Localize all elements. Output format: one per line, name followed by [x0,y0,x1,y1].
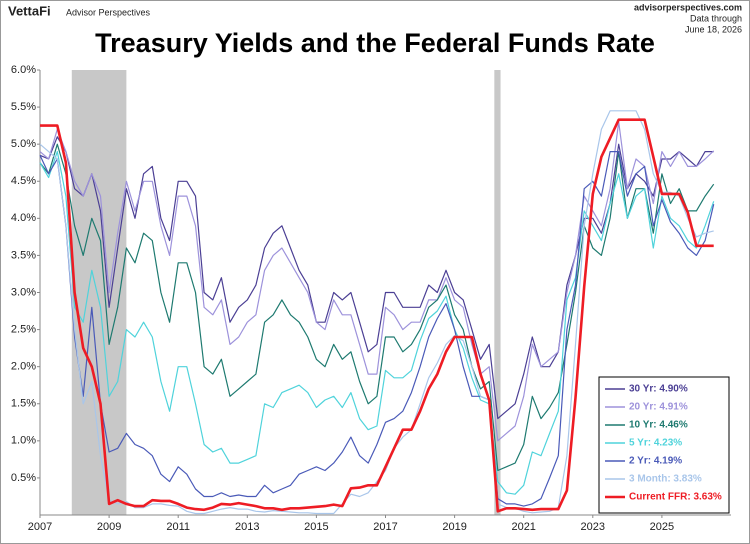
legend-label: 10 Yr: 4.46% [629,420,688,431]
recession-band [494,70,501,515]
x-tick-label: 2021 [511,521,535,533]
chart-title: Treasury Yields and the Federal Funds Ra… [95,28,655,58]
y-tick-label: 5.0% [11,138,36,150]
series-line [39,151,715,495]
legend-box [598,376,730,514]
x-tick-label: 2009 [97,521,121,533]
x-tick-label: 2017 [373,521,397,533]
y-tick-label: 2.5% [11,323,36,335]
x-tick-label: 2011 [166,521,190,533]
y-tick-label: 0.5% [11,472,36,484]
publisher: Advisor Perspectives [66,7,151,17]
series-line [39,151,715,507]
y-tick-label: 1.0% [11,435,36,447]
data-through: Data through [690,13,742,23]
date: June 18, 2026 [685,24,742,34]
y-tick-label: 4.0% [11,212,36,224]
legend-label: 2 Yr: 4.19% [629,456,682,467]
x-tick-label: 2023 [581,521,605,533]
legend-label: 30 Yr: 4.90% [629,384,688,395]
y-tick-label: 3.5% [11,249,36,261]
x-tick-label: 2015 [304,521,328,533]
y-tick-label: 2.0% [11,361,36,373]
y-tick-label: 6.0% [11,64,36,76]
series-line [39,110,714,515]
series-line [39,143,715,472]
site: advisorperspectives.com [634,2,742,12]
legend-label: 3 Month: 3.83% [629,474,702,485]
x-tick-label: 2007 [28,521,52,533]
legend-label: Current FFR: 3.63% [629,492,722,503]
legend-label: 20 Yr: 4.91% [629,402,688,413]
legend-label: 5 Yr: 4.23% [629,438,682,449]
y-tick-label: 3.0% [11,286,36,298]
brand: VettaFi [8,3,51,18]
x-tick-label: 2019 [442,521,466,533]
series-line [39,121,715,442]
x-tick-label: 2013 [235,521,259,533]
y-tick-label: 1.5% [11,398,36,410]
x-tick-label: 2025 [650,521,674,533]
series-line [40,118,714,513]
y-tick-label: 4.5% [11,175,36,187]
series-line [39,136,714,420]
y-tick-label: 5.5% [11,101,36,113]
